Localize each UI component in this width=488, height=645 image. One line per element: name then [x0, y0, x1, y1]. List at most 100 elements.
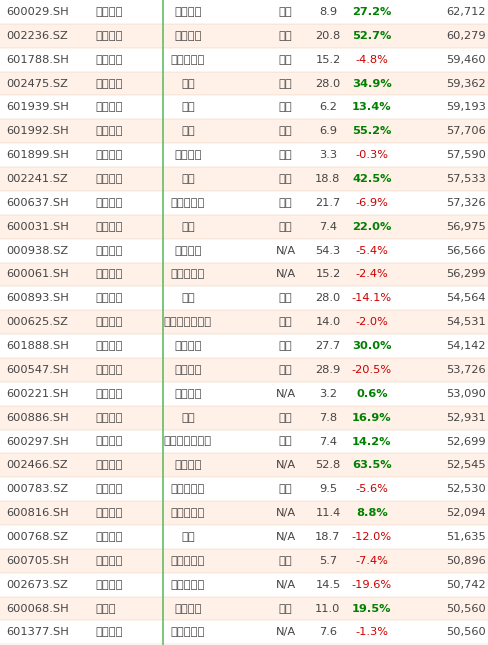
Text: 推荐: 推荐 — [279, 198, 292, 208]
Text: 有色金属: 有色金属 — [174, 461, 202, 470]
Text: 电子: 电子 — [181, 79, 195, 88]
Text: 601992.SH: 601992.SH — [6, 126, 69, 136]
Text: N/A: N/A — [275, 628, 296, 637]
Text: 30.0%: 30.0% — [352, 341, 391, 351]
Text: N/A: N/A — [275, 532, 296, 542]
Text: 紫光股份: 紫光股份 — [95, 246, 122, 255]
Text: -4.8%: -4.8% — [355, 55, 388, 64]
Text: 600221.SH: 600221.SH — [6, 389, 68, 399]
Text: 东方明珠: 东方明珠 — [95, 198, 122, 208]
Text: 601899.SH: 601899.SH — [6, 150, 69, 160]
Text: 汽车及其零部件: 汽车及其零部件 — [164, 317, 212, 327]
Text: 8.8%: 8.8% — [356, 508, 388, 518]
Text: 57,533: 57,533 — [446, 174, 486, 184]
Bar — [0, 406, 488, 430]
Text: N/A: N/A — [275, 580, 296, 590]
Text: 18.8: 18.8 — [315, 174, 341, 184]
Text: 53,090: 53,090 — [446, 389, 486, 399]
Text: 600031.SH: 600031.SH — [6, 222, 69, 232]
Text: 证券及其他: 证券及其他 — [171, 556, 205, 566]
Text: 航空机场: 航空机场 — [174, 7, 202, 17]
Text: 电力: 电力 — [181, 413, 195, 422]
Text: 62,712: 62,712 — [446, 7, 486, 17]
Text: 证券及其他: 证券及其他 — [171, 270, 205, 279]
Text: 7.4: 7.4 — [319, 437, 337, 446]
Text: 长江证券: 长江证券 — [95, 484, 122, 494]
Text: 28.0: 28.0 — [315, 293, 341, 303]
Text: 6.2: 6.2 — [319, 103, 337, 112]
Text: 21.7: 21.7 — [315, 198, 341, 208]
Text: -1.3%: -1.3% — [355, 628, 388, 637]
Text: 50,896: 50,896 — [446, 556, 486, 566]
Text: 28.9: 28.9 — [315, 365, 341, 375]
Text: 紫金矿业: 紫金矿业 — [95, 150, 122, 160]
Text: 52.8: 52.8 — [315, 461, 341, 470]
Text: 9.5: 9.5 — [319, 484, 337, 494]
Text: -2.0%: -2.0% — [355, 317, 388, 327]
Bar — [0, 597, 488, 620]
Text: 000768.SZ: 000768.SZ — [6, 532, 68, 542]
Bar — [0, 48, 488, 72]
Bar — [0, 382, 488, 406]
Text: 南方航空: 南方航空 — [95, 7, 122, 17]
Text: 中国国旅: 中国国旅 — [95, 341, 122, 351]
Text: 中性: 中性 — [279, 103, 292, 112]
Text: 59,193: 59,193 — [446, 103, 486, 112]
Text: 国投安信: 国投安信 — [95, 270, 122, 279]
Text: 证券及其他: 证券及其他 — [171, 484, 205, 494]
Text: 15.2: 15.2 — [315, 270, 341, 279]
Text: 56,566: 56,566 — [446, 246, 486, 255]
Text: 山东黄金: 山东黄金 — [95, 365, 122, 375]
Text: 54.3: 54.3 — [315, 246, 341, 255]
Text: 600068.SH: 600068.SH — [6, 604, 69, 613]
Text: 18.7: 18.7 — [315, 532, 341, 542]
Text: 600816.SH: 600816.SH — [6, 508, 69, 518]
Text: 600893.SH: 600893.SH — [6, 293, 69, 303]
Text: -20.5%: -20.5% — [352, 365, 392, 375]
Text: 机械: 机械 — [181, 222, 195, 232]
Text: 8.9: 8.9 — [319, 7, 337, 17]
Bar — [0, 453, 488, 477]
Bar — [0, 620, 488, 644]
Text: -6.9%: -6.9% — [355, 198, 388, 208]
Text: 7.8: 7.8 — [319, 413, 337, 422]
Text: 52,545: 52,545 — [446, 461, 486, 470]
Text: N/A: N/A — [275, 270, 296, 279]
Text: 52.7%: 52.7% — [352, 31, 391, 41]
Text: 15.2: 15.2 — [315, 55, 341, 64]
Text: 601788.SH: 601788.SH — [6, 55, 69, 64]
Text: 航空机场: 航空机场 — [174, 389, 202, 399]
Text: 42.5%: 42.5% — [352, 174, 391, 184]
Text: -0.3%: -0.3% — [355, 150, 388, 160]
Text: 证券及其他: 证券及其他 — [171, 580, 205, 590]
Text: 54,531: 54,531 — [446, 317, 486, 327]
Text: 57,326: 57,326 — [446, 198, 486, 208]
Text: 52,699: 52,699 — [446, 437, 486, 446]
Text: 推荐: 推荐 — [279, 150, 292, 160]
Text: 54,142: 54,142 — [446, 341, 486, 351]
Text: 601377.SH: 601377.SH — [6, 628, 69, 637]
Text: 600547.SH: 600547.SH — [6, 365, 69, 375]
Text: 000938.SZ: 000938.SZ — [6, 246, 68, 255]
Text: 传媒互联网: 传媒互联网 — [171, 198, 205, 208]
Text: -5.6%: -5.6% — [355, 484, 388, 494]
Text: 证券及其他: 证券及其他 — [171, 55, 205, 64]
Text: 53,726: 53,726 — [446, 365, 486, 375]
Text: 长安汽车: 长安汽车 — [95, 317, 122, 327]
Bar — [0, 549, 488, 573]
Text: 广汇汽车: 广汇汽车 — [95, 437, 122, 446]
Text: 52,094: 52,094 — [446, 508, 486, 518]
Text: 600637.SH: 600637.SH — [6, 198, 69, 208]
Text: 60,279: 60,279 — [446, 31, 486, 41]
Text: 中航资本: 中航资本 — [95, 556, 122, 566]
Text: 有色金属: 有色金属 — [174, 365, 202, 375]
Text: 3.2: 3.2 — [319, 389, 337, 399]
Bar — [0, 334, 488, 358]
Bar — [0, 477, 488, 501]
Text: 推荐: 推荐 — [279, 293, 292, 303]
Text: 002236.SZ: 002236.SZ — [6, 31, 68, 41]
Text: 餐饮旅游: 餐饮旅游 — [174, 341, 202, 351]
Text: 信息设备: 信息设备 — [174, 246, 202, 255]
Text: 大华股份: 大华股份 — [95, 31, 122, 41]
Text: 600886.SH: 600886.SH — [6, 413, 69, 422]
